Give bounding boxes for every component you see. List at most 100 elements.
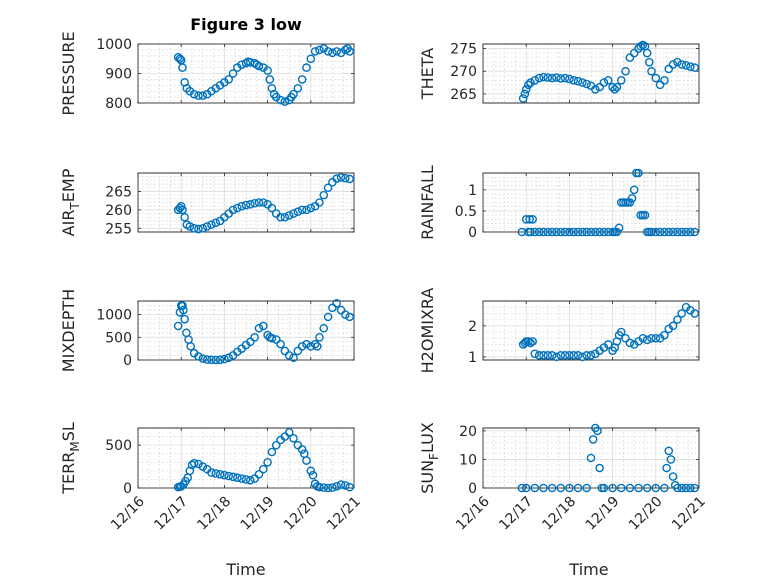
data-point (603, 227, 613, 237)
axes-frame (482, 427, 700, 489)
data-point (302, 456, 311, 465)
data-point (323, 183, 333, 193)
data-point (173, 321, 183, 331)
data-point (612, 227, 622, 237)
data-point (673, 57, 682, 67)
data-point (660, 330, 669, 340)
data-point (655, 227, 665, 237)
data-point (258, 198, 268, 207)
data-point (645, 57, 654, 67)
data-point (530, 227, 540, 237)
data-point (297, 75, 307, 84)
y-tick-label: 0 (468, 481, 477, 497)
data-point (660, 227, 669, 237)
data-series (517, 168, 699, 237)
data-point (280, 212, 290, 222)
y-tick-label: 2 (468, 319, 477, 335)
data-point (198, 91, 208, 100)
y-tick-label: 10 (459, 452, 477, 468)
data-point (178, 63, 187, 72)
y-tick-label: 275 (450, 42, 477, 58)
minor-grid (483, 172, 699, 232)
data-point (677, 227, 687, 237)
data-point (651, 483, 661, 493)
y-tick-label: 500 (105, 330, 132, 346)
data-point (263, 457, 272, 467)
data-point (660, 483, 669, 493)
data-point (526, 78, 535, 87)
data-point (176, 481, 186, 491)
data-point (220, 470, 229, 480)
data-point (328, 303, 337, 313)
data-point (686, 483, 695, 493)
data-point (621, 333, 630, 343)
data-point (297, 342, 307, 351)
y-tick-label: 20 (459, 424, 477, 440)
data-point (302, 63, 311, 72)
data-point (194, 224, 203, 234)
data-point (276, 95, 285, 105)
data-point (276, 339, 285, 349)
data-point (189, 458, 199, 468)
data-point (194, 352, 203, 361)
data-point (332, 298, 342, 308)
data-point (595, 463, 604, 473)
subplot-6: 1 2 H2OMIXRA (418, 288, 700, 374)
y-axis-label: H2OMIXRA (418, 288, 437, 374)
data-point (328, 483, 337, 492)
data-point (332, 481, 342, 491)
data-point (280, 97, 290, 106)
data-point (246, 475, 255, 485)
data-point (686, 227, 695, 237)
data-point (276, 212, 285, 222)
data-point (668, 227, 678, 237)
data-point (599, 78, 609, 87)
data-point (202, 222, 212, 231)
data-point (246, 200, 255, 209)
data-point (673, 483, 682, 493)
x-tick-label: 12/17 (496, 494, 536, 534)
data-point (534, 351, 544, 360)
data-point (578, 227, 587, 237)
data-point (528, 215, 537, 224)
data-point (528, 337, 537, 346)
data-point (224, 353, 234, 363)
data-point (345, 174, 354, 184)
data-point (651, 333, 661, 343)
data-point (306, 203, 316, 213)
y-tick-label: 265 (450, 87, 477, 103)
data-point (586, 227, 596, 237)
data-point (524, 80, 533, 90)
data-point (189, 224, 199, 233)
data-point (655, 80, 665, 90)
data-point (267, 333, 277, 343)
y-axis-label: SUNFLUX (418, 422, 441, 494)
data-point (651, 73, 661, 83)
data-point (323, 483, 333, 493)
data-point (681, 227, 691, 237)
subplot-2: 265 270 275 THETA (418, 40, 700, 104)
data-point (332, 47, 342, 56)
data-point (520, 89, 530, 99)
data-point (207, 220, 216, 229)
data-point (610, 85, 620, 94)
axes-frame (137, 427, 355, 489)
data-point (664, 64, 674, 74)
axes-frame (482, 172, 700, 233)
data-point (547, 73, 557, 83)
y-tick-label: 1000 (96, 308, 132, 324)
data-point (241, 200, 251, 210)
data-point (179, 305, 188, 315)
data-point (185, 222, 195, 231)
data-point (289, 89, 298, 99)
data-point (341, 173, 350, 183)
data-point (336, 480, 346, 489)
data-point (647, 227, 656, 237)
data-point (608, 82, 617, 92)
data-point (595, 82, 604, 92)
data-point (306, 342, 316, 351)
data-point (681, 61, 691, 70)
subplot-1: 800 900 1000 PRESSURE Figure 3 low (59, 15, 355, 116)
data-point (578, 78, 587, 87)
data-point (258, 321, 268, 331)
